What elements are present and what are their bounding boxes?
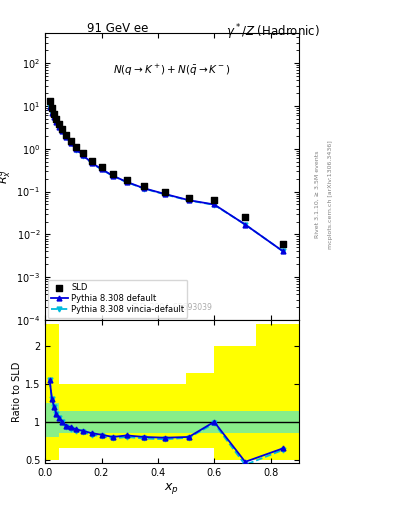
- Pythia 8.308 vincia-default: [212, 202, 217, 208]
- SLD: [110, 170, 116, 178]
- Line: Pythia 8.308 vincia-default: Pythia 8.308 vincia-default: [47, 104, 286, 254]
- Pythia 8.308 vincia-default: [163, 191, 167, 198]
- SLD: [88, 157, 95, 165]
- Pythia 8.308 vincia-default: [110, 173, 115, 179]
- SLD: [211, 196, 217, 204]
- Pythia 8.308 vincia-default: [68, 140, 73, 146]
- SLD: [162, 187, 168, 196]
- Pythia 8.308 default: [54, 119, 59, 125]
- Text: 91 GeV ee: 91 GeV ee: [87, 22, 149, 35]
- Pythia 8.308 default: [52, 114, 57, 120]
- SLD: [63, 131, 70, 139]
- Text: mcplots.cern.ch [arXiv:1306.3436]: mcplots.cern.ch [arXiv:1306.3436]: [328, 140, 333, 249]
- Pythia 8.308 vincia-default: [50, 110, 54, 116]
- Legend: SLD, Pythia 8.308 default, Pythia 8.308 vincia-default: SLD, Pythia 8.308 default, Pythia 8.308 …: [48, 280, 187, 317]
- Pythia 8.308 default: [99, 166, 104, 172]
- Pythia 8.308 vincia-default: [64, 134, 69, 140]
- Pythia 8.308 default: [110, 173, 115, 179]
- Pythia 8.308 default: [125, 179, 129, 185]
- SLD: [59, 125, 65, 133]
- Pythia 8.308 default: [57, 123, 62, 130]
- Pythia 8.308 vincia-default: [187, 198, 191, 204]
- Pythia 8.308 vincia-default: [74, 146, 79, 153]
- SLD: [280, 240, 286, 248]
- SLD: [80, 150, 86, 158]
- Pythia 8.308 vincia-default: [141, 185, 146, 191]
- SLD: [51, 110, 57, 118]
- SLD: [186, 194, 192, 202]
- SLD: [53, 115, 60, 123]
- Pythia 8.308 vincia-default: [243, 222, 248, 228]
- SLD: [98, 163, 105, 172]
- Pythia 8.308 default: [163, 191, 167, 197]
- Pythia 8.308 default: [68, 140, 73, 146]
- Text: Rivet 3.1.10, ≥ 3.5M events: Rivet 3.1.10, ≥ 3.5M events: [314, 151, 320, 238]
- SLD: [242, 214, 248, 222]
- Pythia 8.308 vincia-default: [89, 160, 94, 166]
- Pythia 8.308 vincia-default: [81, 153, 86, 159]
- Pythia 8.308 vincia-default: [57, 123, 62, 130]
- Pythia 8.308 vincia-default: [281, 248, 286, 254]
- Y-axis label: Ratio to SLD: Ratio to SLD: [12, 361, 22, 422]
- Pythia 8.308 default: [81, 153, 86, 159]
- Pythia 8.308 default: [281, 248, 286, 254]
- SLD: [73, 143, 79, 151]
- Pythia 8.308 default: [74, 146, 79, 152]
- Pythia 8.308 vincia-default: [99, 166, 104, 173]
- SLD: [141, 182, 147, 190]
- Pythia 8.308 vincia-default: [54, 119, 59, 125]
- Pythia 8.308 default: [212, 201, 217, 207]
- SLD: [46, 97, 53, 105]
- Pythia 8.308 vincia-default: [52, 114, 57, 120]
- SLD: [56, 120, 62, 128]
- Pythia 8.308 default: [50, 110, 54, 116]
- Text: $N(q\to K^+)+N(\bar{q}\to K^-)$: $N(q\to K^+)+N(\bar{q}\to K^-)$: [113, 63, 231, 78]
- Pythia 8.308 default: [89, 160, 94, 166]
- Pythia 8.308 default: [64, 134, 69, 140]
- Pythia 8.308 default: [47, 104, 52, 110]
- Pythia 8.308 default: [187, 197, 191, 203]
- Pythia 8.308 vincia-default: [125, 179, 129, 185]
- Pythia 8.308 default: [60, 129, 64, 135]
- Text: SLD_2004_S5693039: SLD_2004_S5693039: [132, 303, 212, 311]
- Y-axis label: $R^q_x$: $R^q_x$: [0, 169, 13, 184]
- Pythia 8.308 vincia-default: [47, 104, 52, 110]
- Text: $\gamma^*/Z$ (Hadronic): $\gamma^*/Z$ (Hadronic): [226, 22, 320, 41]
- X-axis label: $x_p$: $x_p$: [165, 481, 179, 496]
- SLD: [49, 104, 55, 112]
- Pythia 8.308 default: [243, 222, 248, 228]
- SLD: [124, 176, 130, 184]
- SLD: [68, 137, 74, 145]
- Line: Pythia 8.308 default: Pythia 8.308 default: [47, 104, 286, 254]
- Pythia 8.308 default: [141, 185, 146, 191]
- Pythia 8.308 vincia-default: [60, 129, 64, 135]
